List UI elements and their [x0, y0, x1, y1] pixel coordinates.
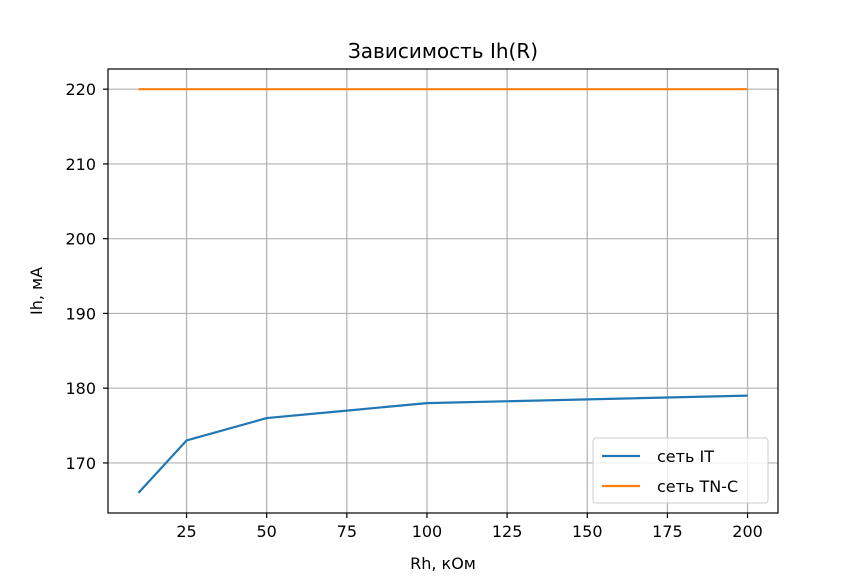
legend: сеть IT сеть TN-C	[592, 437, 769, 504]
x-tick-label: 100	[412, 522, 443, 541]
y-tick-label: 210	[65, 155, 96, 174]
y-tick-label: 170	[65, 454, 96, 473]
x-axis-label: Rh, кОм	[410, 554, 476, 573]
series-line	[137, 394, 748, 494]
y-tick-label: 180	[65, 379, 96, 398]
ticks: 25 50 75 100 125 150 175 200 170 180 190 200 210 220	[65, 80, 762, 541]
y-tick-label: 200	[65, 230, 96, 249]
plot-frame	[107, 68, 779, 514]
x-tick-label: 50	[257, 522, 277, 541]
y-axis-label: Ih, мА	[27, 267, 46, 315]
x-tick-label: 150	[572, 522, 603, 541]
legend-label: сеть IT	[657, 447, 714, 466]
x-tick-label: 200	[732, 522, 763, 541]
x-tick-label: 25	[176, 522, 196, 541]
x-tick-label: 125	[492, 522, 523, 541]
y-tick-label: 220	[65, 80, 96, 99]
series-layer	[137, 88, 748, 494]
y-tick-label: 190	[65, 304, 96, 323]
legend-label: сеть TN-C	[657, 477, 738, 496]
chart-title: Зависимость Ih(R)	[348, 39, 538, 63]
x-tick-label: 175	[652, 522, 683, 541]
x-tick-label: 75	[337, 522, 357, 541]
